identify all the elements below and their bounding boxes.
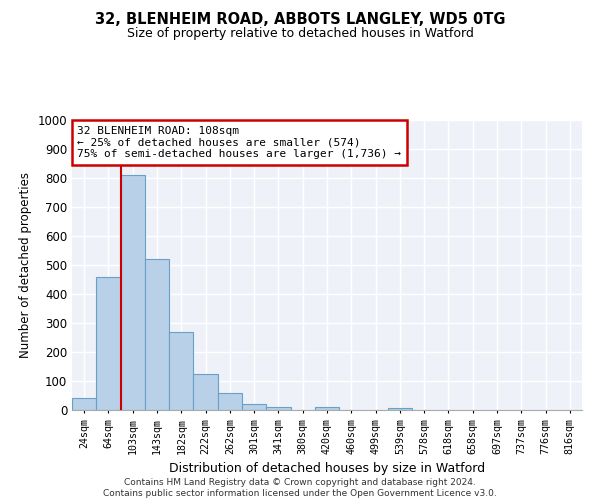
Bar [315, 407, 339, 410]
X-axis label: Distribution of detached houses by size in Watford: Distribution of detached houses by size … [169, 462, 485, 475]
Bar [169, 332, 193, 410]
Bar [242, 404, 266, 410]
Text: Contains HM Land Registry data © Crown copyright and database right 2024.
Contai: Contains HM Land Registry data © Crown c… [103, 478, 497, 498]
Text: Size of property relative to detached houses in Watford: Size of property relative to detached ho… [127, 28, 473, 40]
Bar [121, 175, 145, 410]
Bar [218, 394, 242, 410]
Bar [193, 374, 218, 410]
Bar [388, 408, 412, 410]
Y-axis label: Number of detached properties: Number of detached properties [19, 172, 32, 358]
Bar [96, 276, 121, 410]
Bar [266, 407, 290, 410]
Bar [72, 398, 96, 410]
Text: 32 BLENHEIM ROAD: 108sqm
← 25% of detached houses are smaller (574)
75% of semi-: 32 BLENHEIM ROAD: 108sqm ← 25% of detach… [77, 126, 401, 159]
Bar [145, 259, 169, 410]
Text: 32, BLENHEIM ROAD, ABBOTS LANGLEY, WD5 0TG: 32, BLENHEIM ROAD, ABBOTS LANGLEY, WD5 0… [95, 12, 505, 28]
